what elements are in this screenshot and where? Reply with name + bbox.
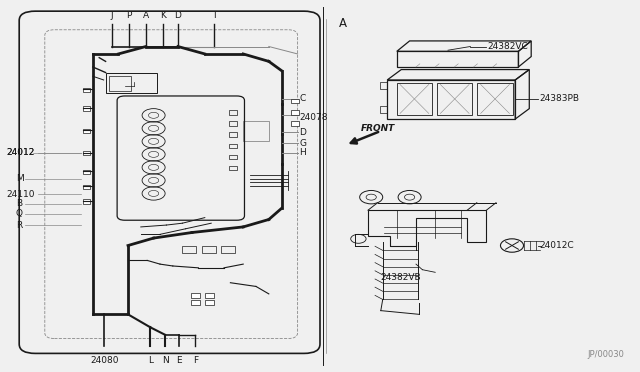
- Text: G: G: [300, 139, 307, 148]
- Text: K: K: [160, 12, 166, 20]
- Bar: [229, 110, 237, 115]
- Bar: [397, 83, 432, 115]
- Text: P: P: [127, 12, 132, 20]
- Bar: [243, 121, 269, 141]
- Bar: [191, 300, 200, 305]
- Bar: [83, 185, 90, 189]
- Bar: [291, 121, 299, 126]
- Text: 24080: 24080: [90, 356, 118, 365]
- Text: R: R: [16, 221, 22, 230]
- Bar: [202, 246, 216, 253]
- Text: 24382VC: 24382VC: [488, 42, 529, 51]
- Bar: [229, 155, 237, 159]
- Text: 24012C: 24012C: [539, 241, 573, 250]
- Text: 24110: 24110: [6, 190, 35, 199]
- Text: M: M: [16, 174, 24, 183]
- Bar: [229, 121, 237, 126]
- Text: 24078: 24078: [300, 113, 328, 122]
- Text: 24012: 24012: [6, 148, 35, 157]
- Text: 24012: 24012: [6, 148, 35, 157]
- Text: 24383PB: 24383PB: [539, 94, 579, 103]
- Bar: [182, 246, 196, 253]
- Bar: [205, 300, 214, 305]
- Text: A: A: [339, 17, 348, 30]
- Bar: [229, 166, 237, 170]
- Text: N: N: [162, 356, 168, 365]
- Text: D: D: [300, 128, 307, 137]
- Bar: [387, 80, 515, 119]
- Bar: [109, 76, 131, 91]
- Text: F: F: [193, 356, 198, 365]
- Bar: [397, 51, 518, 67]
- Bar: [221, 246, 235, 253]
- Bar: [83, 129, 90, 133]
- Text: J: J: [111, 12, 113, 20]
- Text: JP/00030: JP/00030: [587, 350, 624, 359]
- Bar: [229, 144, 237, 148]
- Text: C: C: [300, 94, 306, 103]
- Text: I: I: [213, 12, 216, 20]
- Bar: [83, 170, 90, 174]
- Bar: [380, 82, 387, 89]
- Text: D: D: [175, 12, 181, 20]
- Bar: [205, 293, 214, 298]
- Bar: [83, 199, 90, 204]
- Text: A: A: [143, 12, 149, 20]
- Bar: [106, 73, 157, 93]
- Bar: [229, 132, 237, 137]
- Bar: [83, 106, 90, 111]
- Bar: [83, 151, 90, 155]
- Bar: [477, 83, 513, 115]
- Text: 24382VB: 24382VB: [381, 273, 421, 282]
- Bar: [291, 99, 299, 103]
- Bar: [83, 88, 90, 92]
- Bar: [380, 106, 387, 113]
- Bar: [291, 110, 299, 115]
- Text: H: H: [300, 148, 307, 157]
- Bar: [437, 83, 472, 115]
- Bar: [191, 293, 200, 298]
- Text: E: E: [177, 356, 182, 365]
- Text: L: L: [148, 356, 153, 365]
- Text: B: B: [16, 199, 22, 208]
- Text: Q: Q: [16, 209, 23, 218]
- Text: FRONT: FRONT: [360, 124, 395, 133]
